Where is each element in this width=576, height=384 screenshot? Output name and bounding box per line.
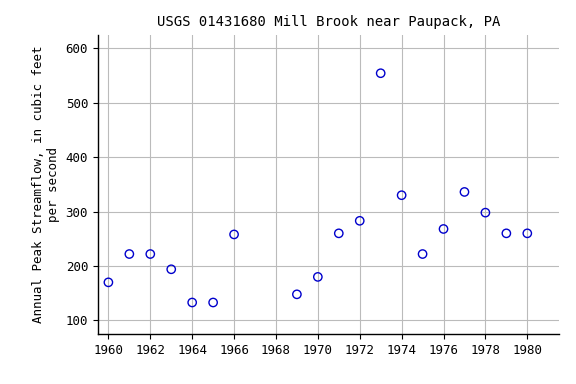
Point	[418, 251, 427, 257]
Point	[397, 192, 406, 198]
Point	[460, 189, 469, 195]
Point	[188, 300, 197, 306]
Point	[334, 230, 343, 237]
Point	[146, 251, 155, 257]
Point	[439, 226, 448, 232]
Point	[292, 291, 301, 297]
Point	[313, 274, 323, 280]
Title: USGS 01431680 Mill Brook near Paupack, PA: USGS 01431680 Mill Brook near Paupack, P…	[157, 15, 500, 29]
Point	[502, 230, 511, 237]
Point	[522, 230, 532, 237]
Point	[104, 279, 113, 285]
Point	[209, 300, 218, 306]
Point	[166, 266, 176, 272]
Point	[229, 231, 238, 237]
Point	[355, 218, 365, 224]
Point	[125, 251, 134, 257]
Point	[376, 70, 385, 76]
Point	[481, 210, 490, 216]
Y-axis label: Annual Peak Streamflow, in cubic feet
per second: Annual Peak Streamflow, in cubic feet pe…	[32, 46, 60, 323]
